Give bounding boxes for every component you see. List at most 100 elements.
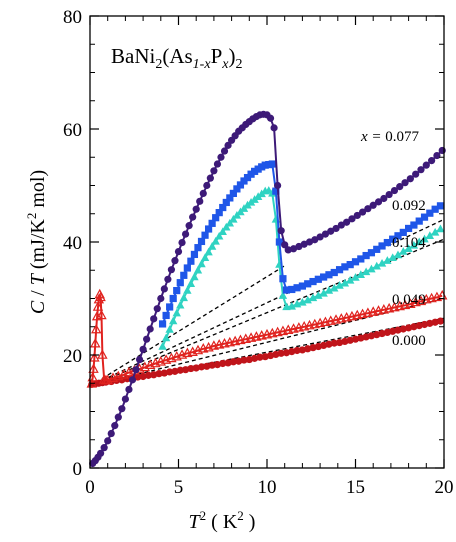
data-point xyxy=(186,279,196,288)
data-point xyxy=(373,245,381,253)
data-point xyxy=(348,215,356,223)
data-point xyxy=(410,221,418,229)
data-point xyxy=(332,224,340,233)
data-point xyxy=(169,294,177,303)
series-0.104 xyxy=(158,186,445,350)
data-point xyxy=(203,181,211,190)
data-point xyxy=(346,261,354,269)
data-point xyxy=(362,251,370,260)
series-label-0.104: 0.104 xyxy=(392,235,426,251)
data-point xyxy=(266,114,275,122)
data-point xyxy=(298,297,307,306)
data-point xyxy=(277,349,285,357)
series-label-0.092: 0.092 xyxy=(392,198,426,214)
series-label-0.049: 0.049 xyxy=(392,292,426,308)
data-point xyxy=(219,203,227,212)
data-point xyxy=(304,280,312,288)
axis-ticks: 0 5 10 15 20 0 20 40 60 80 xyxy=(63,7,454,498)
data-point xyxy=(303,295,312,304)
data-point xyxy=(215,231,224,240)
data-point xyxy=(114,413,122,421)
data-point xyxy=(420,213,429,221)
data-point xyxy=(88,363,99,373)
data-point xyxy=(96,309,107,320)
data-point xyxy=(213,160,222,168)
data-point xyxy=(220,147,229,155)
x-axis-label: T2 ( K2 ) xyxy=(189,508,256,533)
data-point xyxy=(314,275,322,283)
data-point xyxy=(341,263,349,271)
y-tick-label: 0 xyxy=(73,459,83,480)
data-point xyxy=(185,222,193,230)
data-point xyxy=(121,395,129,403)
data-point xyxy=(194,244,202,252)
data-point xyxy=(233,185,241,193)
data-point xyxy=(436,317,445,325)
data-series xyxy=(86,110,448,468)
data-point xyxy=(104,437,112,445)
data-point xyxy=(225,218,235,227)
data-point xyxy=(351,258,360,266)
data-point xyxy=(111,422,119,430)
data-point xyxy=(335,266,344,274)
data-point xyxy=(378,242,386,250)
data-point xyxy=(222,222,231,231)
data-point xyxy=(314,291,323,299)
data-point xyxy=(399,247,408,255)
data-point xyxy=(298,282,306,290)
data-point xyxy=(396,183,404,191)
data-point xyxy=(164,275,172,283)
data-point xyxy=(200,253,210,262)
data-point xyxy=(179,293,189,302)
data-point xyxy=(97,449,105,457)
data-point xyxy=(340,278,350,287)
data-point xyxy=(270,124,278,132)
data-point xyxy=(358,208,367,216)
data-point xyxy=(90,337,101,348)
data-point xyxy=(437,289,448,300)
data-point xyxy=(162,311,170,320)
data-point xyxy=(308,293,318,302)
y-tick-label: 20 xyxy=(63,346,82,367)
data-point xyxy=(212,214,220,222)
x-tick-label: 20 xyxy=(435,477,454,498)
data-point xyxy=(420,234,429,243)
data-point xyxy=(128,376,137,384)
y-tick-label: 80 xyxy=(63,7,82,28)
x-tick-label: 0 xyxy=(85,477,95,498)
data-point xyxy=(351,273,360,281)
data-point xyxy=(425,231,435,239)
data-point xyxy=(337,221,345,229)
data-point xyxy=(256,353,264,361)
data-point xyxy=(385,190,393,199)
data-point xyxy=(428,157,436,165)
data-point xyxy=(89,352,100,362)
data-point xyxy=(139,345,147,353)
series-label-0.077: x = 0.077 xyxy=(360,129,420,145)
data-point xyxy=(399,228,407,236)
y-tick-label: 40 xyxy=(63,233,82,254)
data-point xyxy=(166,368,174,376)
data-point xyxy=(433,151,441,160)
data-point xyxy=(330,283,339,292)
fit-line-0.092 xyxy=(89,218,445,387)
data-point xyxy=(327,227,335,235)
data-point xyxy=(279,275,287,283)
data-point xyxy=(320,273,328,281)
data-point xyxy=(176,300,185,309)
data-point xyxy=(268,160,276,168)
fit-line-0.077 xyxy=(89,265,286,387)
data-point xyxy=(405,224,413,233)
y-tick-label: 60 xyxy=(63,120,82,141)
fit-line-0.104 xyxy=(89,238,445,387)
data-point xyxy=(412,170,420,178)
data-point xyxy=(217,153,225,161)
data-point xyxy=(417,166,425,174)
data-point xyxy=(372,261,381,270)
data-point xyxy=(150,315,158,323)
data-point xyxy=(406,175,414,183)
data-point xyxy=(155,370,163,378)
data-point xyxy=(90,323,102,334)
data-point xyxy=(183,264,191,272)
data-point xyxy=(272,187,280,195)
